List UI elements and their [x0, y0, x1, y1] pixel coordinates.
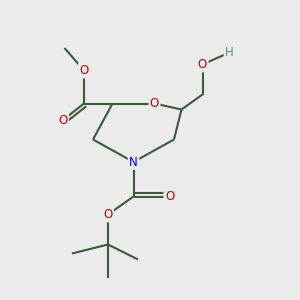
- Text: N: N: [129, 155, 138, 169]
- Text: O: O: [165, 190, 174, 203]
- Text: H: H: [225, 46, 234, 59]
- Text: O: O: [198, 58, 207, 71]
- Text: O: O: [150, 97, 159, 110]
- Text: O: O: [58, 113, 68, 127]
- Text: O: O: [103, 208, 112, 221]
- Text: O: O: [80, 64, 88, 77]
